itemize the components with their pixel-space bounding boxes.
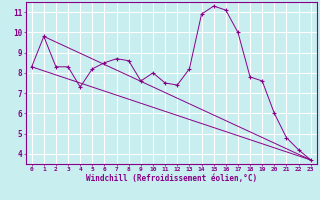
X-axis label: Windchill (Refroidissement éolien,°C): Windchill (Refroidissement éolien,°C) bbox=[86, 174, 257, 183]
